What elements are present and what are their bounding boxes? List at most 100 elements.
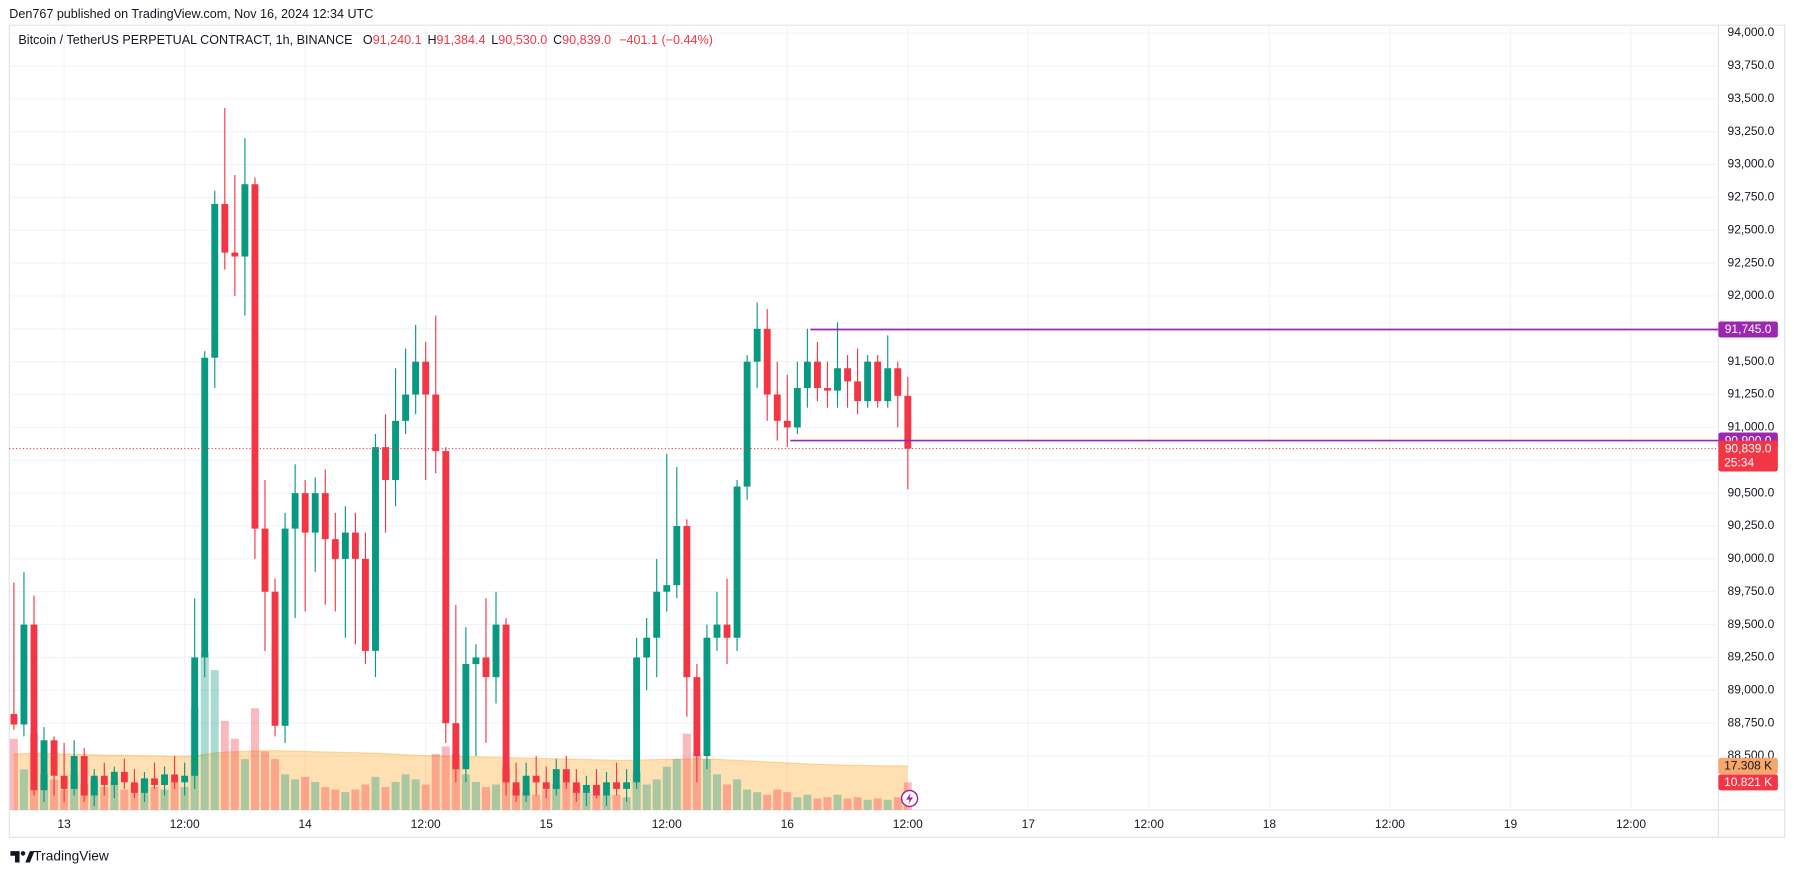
legend: Bitcoin / TetherUS PERPETUAL CONTRACT, 1…: [18, 34, 713, 48]
candle-body: [40, 740, 48, 791]
volume-bar: [200, 652, 209, 810]
candle-body: [151, 778, 158, 785]
volume-bar: [150, 787, 159, 810]
candle-body: [100, 775, 108, 785]
volume-bar: [170, 781, 179, 810]
candle-body: [422, 361, 430, 395]
candle-body: [231, 252, 239, 257]
volume-bar: [863, 799, 872, 810]
candle-body: [723, 624, 731, 638]
candle-body: [130, 782, 138, 793]
legend-value: 90,839.0: [562, 34, 611, 48]
candle-body: [532, 775, 540, 783]
legend-key: C: [553, 34, 562, 48]
volume-bar: [271, 759, 280, 810]
candle-body: [482, 657, 490, 678]
candle-body: [171, 774, 179, 783]
volume-bar: [793, 797, 802, 810]
candle-body: [90, 775, 98, 796]
candle-body: [412, 361, 420, 395]
candle-body: [813, 361, 821, 388]
candle-body: [703, 637, 711, 757]
volume-bar: [642, 784, 651, 810]
volume-bar: [471, 781, 480, 810]
candle-body: [753, 328, 761, 362]
volume-bar: [411, 779, 420, 810]
candle-body: [462, 664, 470, 770]
candle-body: [271, 591, 279, 726]
candle-body: [904, 395, 912, 449]
volume-bar: [441, 746, 450, 810]
volume-bar: [361, 784, 370, 810]
candle-body: [522, 775, 530, 796]
legend-key: O: [363, 34, 373, 48]
candle-body: [793, 387, 801, 428]
candle-body: [251, 184, 259, 529]
volume-bar: [763, 794, 772, 810]
candle-body: [613, 782, 620, 789]
volume-bar: [592, 794, 601, 810]
volume-bar: [351, 789, 360, 810]
volume-bar: [381, 787, 390, 810]
legend-key: H: [427, 34, 436, 48]
legend-key: L: [491, 34, 498, 48]
volume-bar: [100, 787, 109, 810]
candle-body: [402, 394, 410, 421]
volume-bar: [331, 789, 340, 810]
volume-bar: [883, 799, 892, 810]
volume-bar: [281, 774, 290, 810]
candle-body: [201, 357, 209, 658]
candle-body: [663, 585, 671, 592]
volume-bar: [662, 766, 671, 810]
legend-value: 91,240.1: [373, 34, 422, 48]
candle-body: [894, 368, 902, 396]
volume-bar: [733, 779, 742, 810]
candle-body: [673, 526, 681, 586]
candle-body: [110, 771, 118, 785]
candle-body: [331, 539, 339, 559]
candle-body: [392, 420, 400, 480]
volume-bar: [652, 779, 661, 810]
candle-body: [572, 782, 580, 793]
candle-body: [321, 493, 329, 540]
candle-body: [763, 328, 771, 395]
volume-bar: [833, 794, 842, 810]
x-tick-label: 12:00: [170, 817, 200, 831]
volume-bar: [371, 776, 380, 810]
y-tick-label: 92,000.0: [1728, 288, 1775, 302]
y-tick-label: 93,250.0: [1728, 124, 1775, 138]
y-tick-label: 90,500.0: [1728, 485, 1775, 499]
x-tick-label: 18: [1263, 817, 1277, 831]
volume-bar: [843, 798, 852, 810]
volume-bar: [712, 774, 721, 810]
volume-bar: [893, 797, 902, 810]
y-tick-label: 89,000.0: [1728, 682, 1775, 696]
volume-bar: [743, 789, 752, 810]
candle-body: [653, 591, 661, 638]
candle-body: [783, 420, 791, 428]
candle-body: [854, 381, 862, 402]
brand: TradingView: [33, 848, 109, 863]
candle-body: [80, 756, 88, 796]
candle-body: [643, 637, 651, 658]
y-tick-label: 89,750.0: [1728, 584, 1775, 598]
y-tick-label: 92,500.0: [1728, 222, 1775, 236]
candle-body: [743, 361, 751, 487]
volume-ma-area: [13, 750, 908, 810]
current-price-tag: [1718, 440, 1778, 472]
candle-body: [291, 493, 299, 529]
legend-value: 91,384.4: [437, 34, 486, 48]
candle-body: [141, 778, 148, 793]
y-tick-label: 88,750.0: [1728, 715, 1775, 729]
axis: 88,500.088,750.089,000.089,250.089,500.0…: [57, 25, 1778, 831]
candle-body: [261, 528, 269, 592]
candle-body: [562, 769, 570, 783]
y-tick-label: 93,750.0: [1728, 58, 1775, 72]
frame: [8, 24, 1786, 838]
candle-body: [281, 528, 289, 726]
volume-bar: [180, 787, 189, 810]
brand-logo: [10, 851, 35, 863]
volume-bar: [391, 781, 400, 810]
